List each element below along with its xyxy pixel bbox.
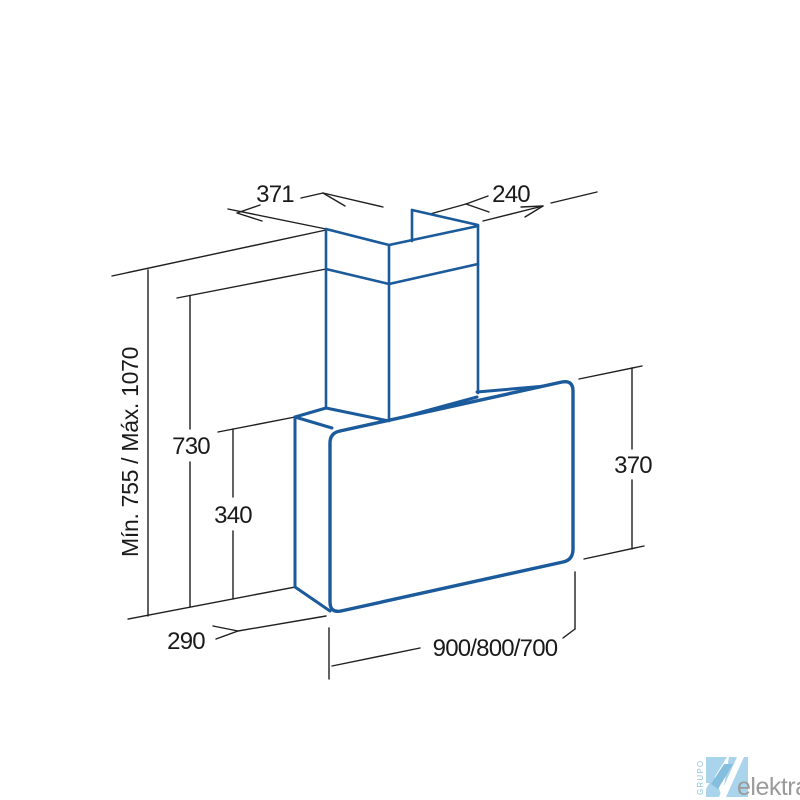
label-hood-widths: 900/800/700 [433,635,558,662]
logo-group-label: GRUPO [696,760,705,795]
label-height-to-joint: 730 [172,433,210,460]
label-body-depth: 290 [167,628,205,655]
logo-brand-name: elektra [737,773,800,800]
front-panel [328,380,575,613]
dimension-lines [111,191,645,680]
dimension-labels: 371 240 730 340 370 290 900/800/700 Mín.… [117,181,653,662]
brand-logo: GRUPO elektra [696,757,800,800]
elektra-logo-icon [706,757,748,797]
label-total-height-range: Mín. 755 / Máx. 1070 [117,347,143,557]
label-front-panel-height: 370 [614,452,652,479]
label-chimney-depth: 371 [256,181,294,208]
label-outlet-width: 240 [492,181,530,208]
chimney-drawing [324,208,480,423]
label-rear-body-height: 340 [214,502,252,529]
